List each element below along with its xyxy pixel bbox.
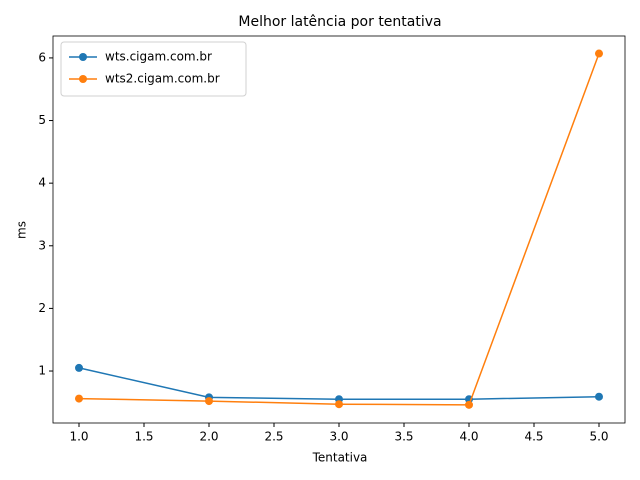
x-tick-label: 2.0 [199, 430, 218, 444]
chart-title: Melhor latência por tentativa [238, 14, 441, 30]
x-tick-label: 5.0 [589, 430, 608, 444]
legend-label: wts2.cigam.com.br [105, 72, 220, 86]
x-tick-label: 3.0 [329, 430, 348, 444]
y-axis-label: ms [15, 221, 29, 239]
series-line [78, 53, 600, 406]
legend-marker [79, 75, 87, 83]
plot-frame [52, 35, 626, 424]
y-tick-label: 4 [38, 176, 46, 190]
data-point [205, 397, 213, 406]
x-axis-label: Tentativa [312, 451, 368, 465]
y-tick-label: 3 [38, 238, 46, 252]
data-point [75, 363, 83, 372]
legend-marker [79, 53, 87, 61]
y-tick-label: 1 [38, 364, 46, 378]
series-line [78, 367, 600, 400]
x-tick-label: 4.0 [459, 430, 478, 444]
data-point [75, 394, 83, 403]
y-tick-label: 5 [38, 113, 46, 127]
data-point [595, 49, 603, 58]
legend-box [60, 41, 247, 97]
x-tick-label: 1.5 [134, 430, 153, 444]
x-tick-label: 3.5 [394, 430, 413, 444]
legend: wts.cigam.com.br wts2.cigam.com.br [60, 41, 247, 97]
x-tick-label: 4.5 [524, 430, 543, 444]
y-tick-label: 2 [38, 301, 46, 315]
x-tick-label: 2.5 [264, 430, 283, 444]
legend-label: wts.cigam.com.br [105, 50, 212, 64]
data-point [335, 400, 343, 409]
data-point [465, 400, 473, 409]
data-point [595, 392, 603, 401]
x-tick-label: 1.0 [69, 430, 88, 444]
y-tick-label: 6 [38, 50, 46, 64]
